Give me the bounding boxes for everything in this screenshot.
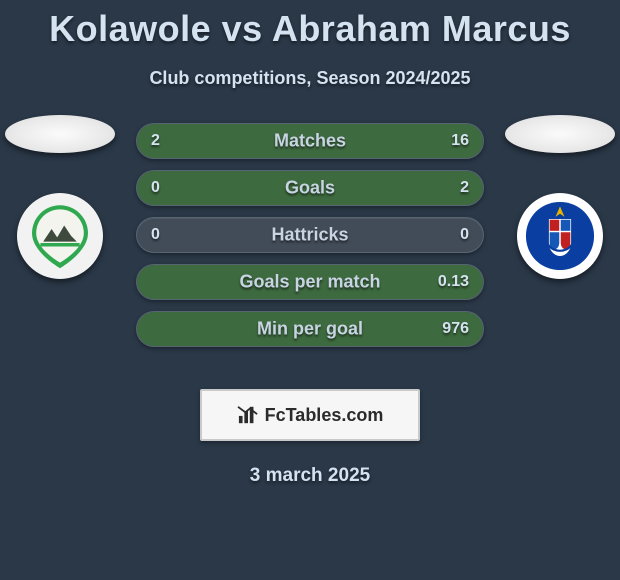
- club-crest-right-svg: [523, 199, 597, 273]
- club-crest-left-svg: [25, 201, 95, 271]
- stats-column: Matches216 Goals02 Hattricks0 0 Goals per ma…: [136, 123, 484, 347]
- date-label: 3 march 2025: [0, 465, 620, 487]
- stat-pill: Hattricks0 0: [136, 217, 484, 253]
- page-title: Kolawole vs Abraham Marcus: [0, 0, 620, 50]
- stat-pill: Goals per match0.13: [136, 264, 484, 300]
- club-crest-right: [517, 193, 603, 279]
- stat-value-left: 0: [151, 226, 160, 244]
- player-left-column: [0, 115, 120, 279]
- subtitle: Club competitions, Season 2024/2025: [0, 68, 620, 89]
- player-right-avatar: [505, 115, 615, 153]
- bar-chart-icon: [237, 405, 259, 425]
- stat-pill: Matches216: [136, 123, 484, 159]
- player-left-avatar: [5, 115, 115, 153]
- stat-pill: Min per goal976: [136, 311, 484, 347]
- player-right-column: [500, 115, 620, 279]
- club-crest-left: [17, 193, 103, 279]
- brand-box[interactable]: FcTables.com: [200, 389, 420, 441]
- stat-pill: Goals02: [136, 170, 484, 206]
- brand-text: FcTables.com: [265, 405, 384, 426]
- stat-label: Hattricks: [137, 225, 483, 246]
- stat-value-right: 0: [460, 226, 469, 244]
- compare-area: Matches216 Goals02 Hattricks0 0 Goals per ma…: [0, 123, 620, 353]
- comparison-card: Kolawole vs Abraham Marcus Club competit…: [0, 0, 620, 580]
